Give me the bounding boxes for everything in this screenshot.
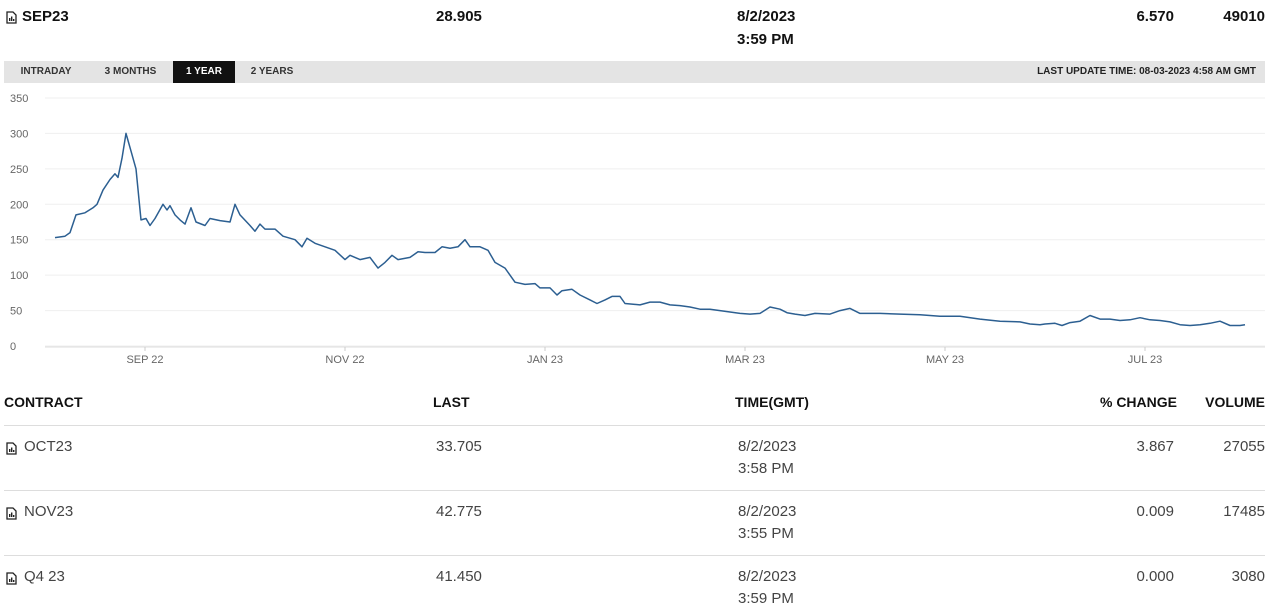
row-separator xyxy=(4,490,1265,491)
y-tick-label: 50 xyxy=(10,306,22,318)
y-tick-label: 300 xyxy=(10,128,28,140)
row-separator xyxy=(4,425,1265,426)
x-tick-label: JUL 23 xyxy=(1128,354,1162,366)
date-cell: 8/2/2023 xyxy=(738,568,797,585)
last-cell: 33.705 xyxy=(436,438,482,455)
change: 6.570 xyxy=(1136,8,1174,25)
y-tick-label: 350 xyxy=(10,93,28,105)
x-tick-label: JAN 23 xyxy=(527,354,563,366)
tab[interactable]: 3 MONTHS xyxy=(104,66,157,77)
x-tick-label: SEP 22 xyxy=(126,354,163,366)
x-tick-label: NOV 22 xyxy=(325,354,364,366)
last-update: LAST UPDATE TIME: 08-03-2023 4:58 AM GMT xyxy=(1037,66,1256,77)
column-header: TIME(GMT) xyxy=(735,394,809,410)
column-header: LAST xyxy=(433,394,470,410)
time-cell: 3:55 PM xyxy=(738,525,794,542)
file-icon xyxy=(6,11,17,24)
last-cell: 41.450 xyxy=(436,568,482,585)
column-header: CONTRACT xyxy=(4,394,83,410)
y-tick-label: 250 xyxy=(10,164,28,176)
change-cell: 3.867 xyxy=(1136,438,1174,455)
price-chart: 0 50 100 150 200 250 300 350 SEP 22 NOV 22 JAN 23 M… xyxy=(10,93,1265,366)
time-cell: 3:58 PM xyxy=(738,460,794,477)
file-icon xyxy=(6,507,17,520)
volume: 49010 xyxy=(1223,8,1265,25)
tab-bar: INTRADAY 3 MONTHS 1 YEAR 2 YEARS LAST UPDATE… xyxy=(4,61,1265,83)
tab[interactable]: 2 YEARS xyxy=(250,66,294,77)
tab[interactable]: 1 YEAR xyxy=(173,61,235,83)
file-icon xyxy=(6,442,17,455)
y-tick-label: 0 xyxy=(10,341,16,353)
date: 8/2/2023 xyxy=(737,8,796,25)
x-tick-label: MAR 23 xyxy=(725,354,765,366)
volume-cell: 27055 xyxy=(1223,438,1265,455)
x-tick-label: MAY 23 xyxy=(926,354,964,366)
volume-cell: 3080 xyxy=(1231,568,1265,585)
contract: SEP23 xyxy=(22,8,69,25)
last-cell: 42.775 xyxy=(436,503,482,520)
change-cell: 0.009 xyxy=(1136,503,1174,520)
contract-cell[interactable]: Q4 23 xyxy=(24,568,65,585)
row-separator xyxy=(4,555,1265,556)
column-header: VOLUME xyxy=(1205,394,1265,410)
y-tick-label: 200 xyxy=(10,199,28,211)
file-icon xyxy=(6,572,17,585)
contract-cell[interactable]: NOV23 xyxy=(24,503,74,520)
date-cell: 8/2/2023 xyxy=(738,503,797,520)
contract-cell[interactable]: OCT23 xyxy=(24,438,73,455)
tab[interactable]: INTRADAY xyxy=(20,66,72,77)
time-cell: 3:59 PM xyxy=(738,590,794,607)
change-cell: 0.000 xyxy=(1136,568,1174,585)
column-header: % CHANGE xyxy=(1099,394,1177,410)
date-cell: 8/2/2023 xyxy=(738,438,797,455)
time: 3:59 PM xyxy=(737,31,794,48)
y-tick-label: 100 xyxy=(10,270,28,282)
price-line xyxy=(54,132,1246,327)
volume-cell: 17485 xyxy=(1223,503,1265,520)
last-price: 28.905 xyxy=(436,8,482,25)
y-tick-label: 150 xyxy=(10,235,28,247)
